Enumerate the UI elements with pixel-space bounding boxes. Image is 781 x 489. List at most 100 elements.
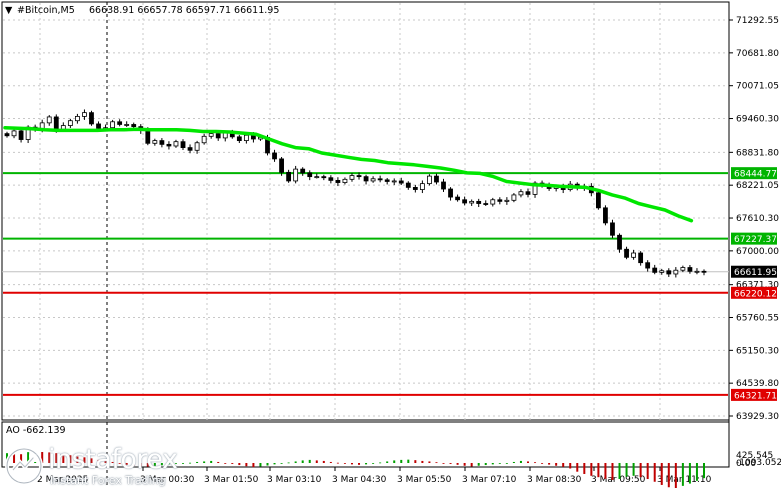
candle-down xyxy=(448,188,453,198)
candle-down xyxy=(525,191,531,195)
candle-down xyxy=(384,179,390,182)
header-arrow-icon[interactable]: ▼ xyxy=(5,5,13,16)
candle-down xyxy=(53,116,59,130)
candle-up xyxy=(504,199,510,202)
price-tick-label: 65150.30 xyxy=(736,346,779,356)
candle-down xyxy=(603,207,608,224)
candle-up xyxy=(293,168,299,182)
ao-bar-down xyxy=(421,460,424,463)
ao-bar-up xyxy=(505,463,508,464)
ao-bar-down xyxy=(111,461,114,463)
resistance-level-tag xyxy=(731,167,777,180)
ao-bar-down xyxy=(146,463,149,467)
candle-up xyxy=(694,270,700,273)
logo-tagline: Instant Forex Trading xyxy=(50,474,166,487)
ao-bar-down xyxy=(139,463,142,467)
time-tick-label: 3 Mar 09:50 xyxy=(591,475,646,485)
candle-up xyxy=(124,124,130,126)
ao-bar-down xyxy=(435,462,438,464)
ao-bar-down xyxy=(62,453,65,463)
ao-bar-down xyxy=(667,463,670,488)
ao-bar-down xyxy=(639,463,642,478)
ao-bar-down xyxy=(414,460,417,463)
time-tick-label: 2 Mar 2025 xyxy=(37,475,88,485)
ao-bar-up xyxy=(266,463,269,466)
support-level-green-tag-label: 67227.37 xyxy=(734,235,777,245)
support-level-red-tag xyxy=(731,286,777,299)
ao-bar-down xyxy=(238,463,241,466)
candle-up xyxy=(152,140,158,144)
ao-bar-up xyxy=(210,460,213,463)
time-tick-label: 3 Mar 04:30 xyxy=(332,475,387,485)
candle-down xyxy=(187,147,193,151)
ao-bar-down xyxy=(343,463,346,464)
ao-bar-up xyxy=(379,462,382,464)
ao-bar-up xyxy=(393,460,396,463)
ao-bar-up xyxy=(273,463,276,465)
ao-bar-up xyxy=(512,461,515,463)
ao-bar-down xyxy=(217,461,220,463)
price-tick-label: 67610.30 xyxy=(736,214,779,224)
price-tick-label: 68831.80 xyxy=(736,148,779,158)
ao-bar-down xyxy=(132,463,135,466)
candle-up xyxy=(11,130,17,137)
ao-bar-down xyxy=(358,463,361,465)
ao-bar-up xyxy=(618,463,621,480)
ao-bar-up xyxy=(280,463,283,464)
candle-up xyxy=(201,135,207,144)
ao-bar-down xyxy=(660,463,663,485)
candle-down xyxy=(483,203,489,205)
candle-up xyxy=(680,267,686,271)
candle-down xyxy=(617,234,622,250)
moving-average-line xyxy=(3,125,694,223)
candle-up xyxy=(659,270,665,273)
candle-down xyxy=(117,121,123,125)
ao-bar-down xyxy=(231,463,234,464)
candle-down xyxy=(279,158,284,173)
candle-down xyxy=(166,143,172,147)
price-tick-label: 63929.30 xyxy=(736,412,779,422)
candle-up xyxy=(243,134,249,142)
target-level-red-tag xyxy=(731,388,777,401)
ao-bar-up xyxy=(287,462,290,464)
support-level-red-tag-label: 66220.12 xyxy=(734,289,777,299)
price-tick-label: 69460.30 xyxy=(736,115,779,125)
candle-up xyxy=(427,175,432,185)
candle-down xyxy=(595,192,601,209)
ao-bar-down xyxy=(597,463,600,478)
time-tick-label: 3 Mar 03:10 xyxy=(267,475,322,485)
candle-up xyxy=(173,141,179,147)
ao-bar-up xyxy=(189,462,192,464)
instaforex-logo: instaforex Instant Forex Trading xyxy=(4,444,184,488)
ao-bar-down xyxy=(224,463,227,464)
ao-bar-down xyxy=(674,463,677,488)
candle-up xyxy=(673,269,679,275)
ao-bar-up xyxy=(386,461,389,463)
ao-bar-down xyxy=(534,462,537,464)
ao-bar-up xyxy=(688,463,691,484)
ao-bar-down xyxy=(315,460,318,463)
ao-bar-up xyxy=(196,461,199,463)
candle-down xyxy=(18,130,24,140)
ao-bar-down xyxy=(442,463,445,464)
ao-tick-label: 425.545 xyxy=(736,451,773,461)
ao-bar-up xyxy=(400,459,403,463)
candle-down xyxy=(434,175,439,183)
ao-bar-up xyxy=(27,452,30,463)
ao-bar-down xyxy=(569,463,572,469)
price-tick-label: 67000.00 xyxy=(736,247,779,257)
candle-down xyxy=(131,124,137,128)
candle-down xyxy=(666,270,672,275)
candle-up xyxy=(342,178,348,183)
candle-down xyxy=(321,176,327,179)
candle-up xyxy=(391,180,397,183)
price-tick-label: 70071.05 xyxy=(736,82,779,92)
ao-bar-down xyxy=(463,463,466,466)
time-tick-label: 3 Mar 08:30 xyxy=(527,475,582,485)
ao-bar-down xyxy=(97,459,100,463)
time-tick-label: 3 Mar 11:10 xyxy=(657,475,712,485)
ao-bar-up xyxy=(484,463,487,466)
ao-bar-down xyxy=(13,453,16,463)
ao-bar-down xyxy=(653,463,656,482)
